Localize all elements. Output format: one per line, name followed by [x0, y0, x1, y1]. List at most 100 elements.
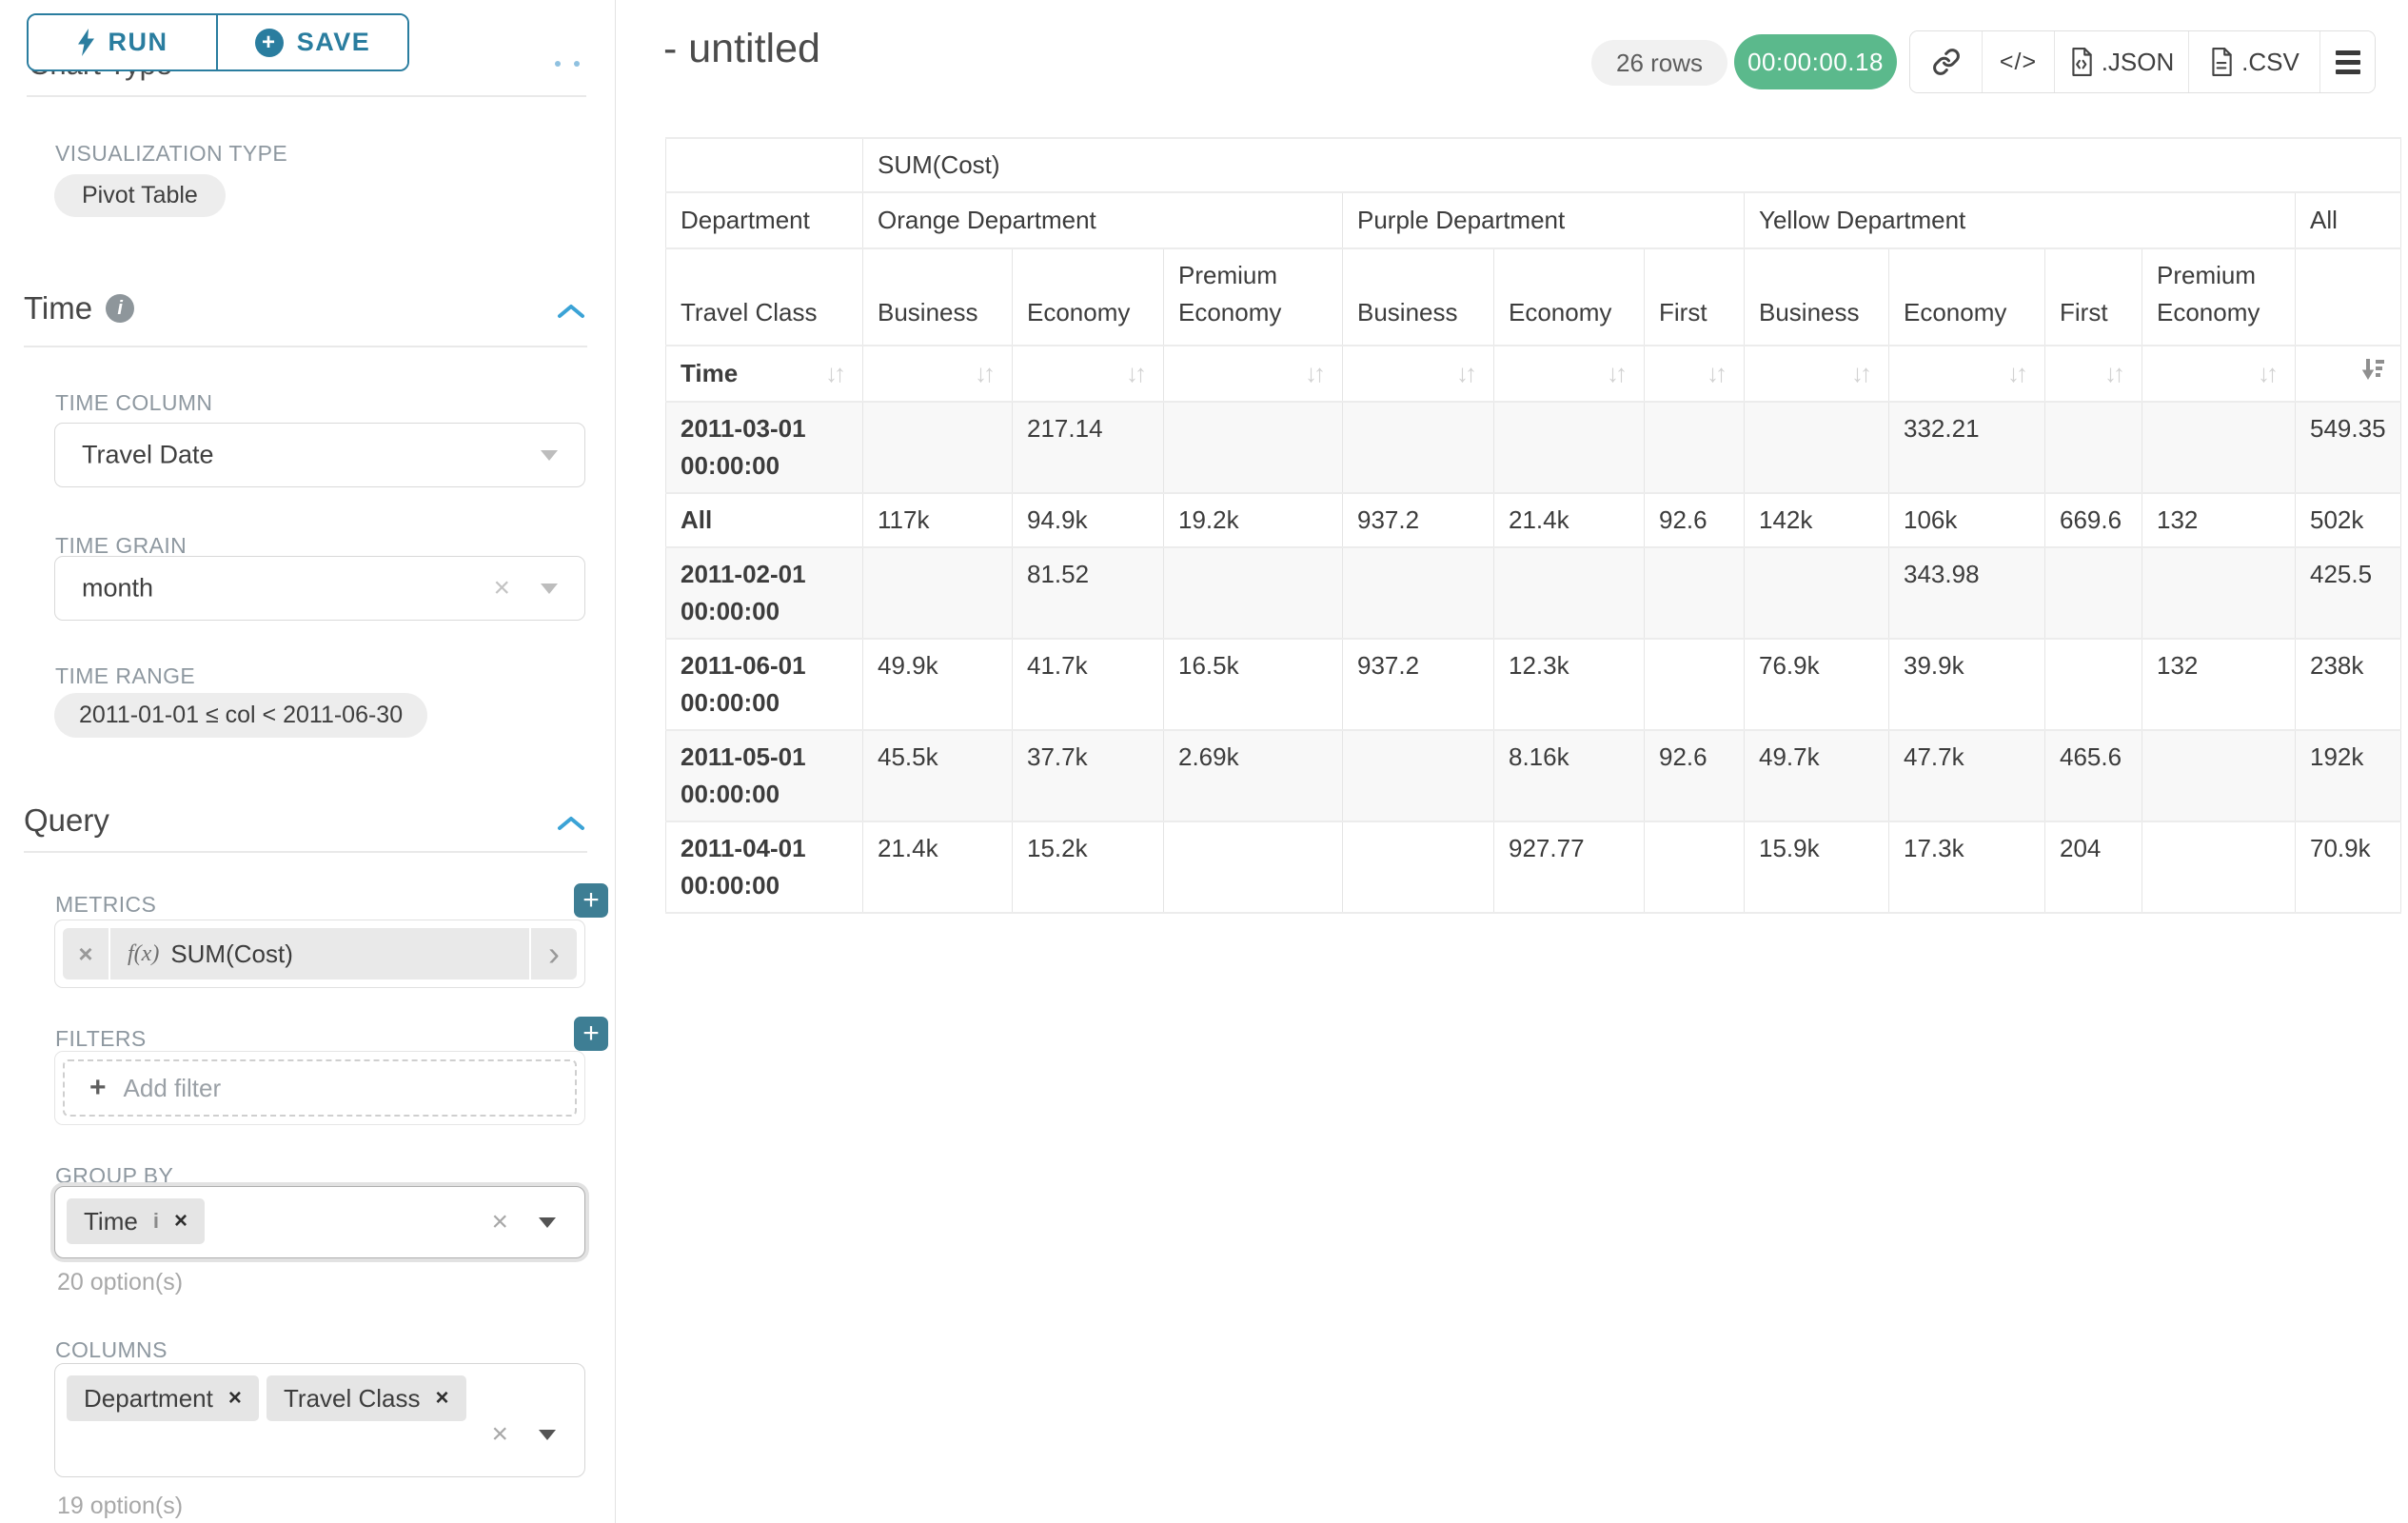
- time-grain-value: month: [82, 573, 154, 603]
- pivot-value-cell: 21.4k: [1493, 493, 1645, 548]
- pivot-sort-cell[interactable]: ↓↑: [1163, 346, 1343, 403]
- pivot-value-cell: 15.9k: [1744, 821, 1889, 914]
- pivot-value-cell: [1644, 402, 1745, 494]
- run-button[interactable]: RUN: [29, 15, 218, 69]
- chevron-up-icon[interactable]: [557, 303, 585, 324]
- clear-icon[interactable]: ×: [493, 572, 510, 603]
- chart-title[interactable]: - untitled: [663, 26, 820, 71]
- section-divider: [24, 346, 587, 347]
- pivot-sort-cell[interactable]: ↓↑: [1012, 346, 1164, 403]
- pivot-table-container: SUM(Cost) Department Orange Department Purp…: [665, 137, 2401, 914]
- metric-pill[interactable]: × f(x) SUM(Cost) ›: [63, 928, 577, 979]
- pivot-value-cell: 21.4k: [862, 821, 1013, 914]
- export-json-button[interactable]: .JSON: [2054, 31, 2188, 92]
- pivot-value-cell: [1342, 730, 1494, 822]
- pivot-sort-cell[interactable]: [2295, 346, 2401, 403]
- pivot-sort-cell[interactable]: ↓↑: [1888, 346, 2045, 403]
- sort-icon[interactable]: ↓↑: [2258, 359, 2279, 387]
- pivot-value-cell: [2142, 547, 2296, 640]
- sort-icon[interactable]: ↓↑: [1456, 359, 1477, 387]
- add-metric-button[interactable]: +: [574, 883, 608, 918]
- pivot-axis-time[interactable]: Time ↓↑: [665, 346, 863, 403]
- chevron-up-icon[interactable]: [557, 815, 585, 836]
- pivot-value-cell: 41.7k: [1012, 639, 1164, 731]
- clear-icon[interactable]: ×: [491, 1206, 508, 1237]
- pivot-value-cell: [2044, 547, 2142, 640]
- save-button[interactable]: + SAVE: [218, 15, 407, 69]
- pivot-sort-cell[interactable]: ↓↑: [1342, 346, 1494, 403]
- expand-metric-icon[interactable]: ›: [529, 928, 577, 979]
- columns-tag-department[interactable]: Department ×: [67, 1375, 259, 1421]
- time-section-header[interactable]: Time i: [24, 290, 135, 326]
- group-by-label: GROUP BY: [55, 1163, 174, 1188]
- export-csv-button[interactable]: .CSV: [2188, 31, 2319, 92]
- remove-tag-icon[interactable]: ×: [227, 1385, 242, 1411]
- export-csv-label: .CSV: [2241, 47, 2299, 76]
- plus-icon: +: [89, 1072, 107, 1103]
- pivot-sort-cell[interactable]: ↓↑: [1644, 346, 1745, 403]
- remove-tag-icon[interactable]: ×: [173, 1208, 188, 1234]
- pivot-col-header: [2295, 248, 2401, 346]
- metrics-label: METRICS: [55, 892, 157, 917]
- pivot-sort-cell[interactable]: ↓↑: [2142, 346, 2296, 403]
- pivot-value-cell: 132: [2142, 639, 2296, 731]
- pivot-value-cell: [1644, 821, 1745, 914]
- remove-metric-icon[interactable]: ×: [63, 928, 110, 979]
- columns-tag-travel-class[interactable]: Travel Class ×: [266, 1375, 466, 1421]
- pivot-value-cell: 39.9k: [1888, 639, 2045, 731]
- pivot-value-cell: 94.9k: [1012, 493, 1164, 548]
- pivot-col-header-first: First: [1644, 248, 1745, 346]
- sort-icon[interactable]: ↓↑: [1851, 359, 1872, 387]
- sort-icon[interactable]: ↓↑: [825, 359, 846, 387]
- pivot-sort-cell[interactable]: ↓↑: [1493, 346, 1645, 403]
- clear-icon[interactable]: ×: [491, 1418, 508, 1450]
- pivot-value-cell: 2.69k: [1163, 730, 1343, 822]
- group-by-select[interactable]: Time i × ×: [54, 1186, 585, 1258]
- sort-icon[interactable]: ↓↑: [2007, 359, 2028, 387]
- sort-desc-active-icon[interactable]: [2359, 356, 2386, 393]
- query-timer-badge: 00:00:00.18: [1734, 34, 1897, 89]
- query-section-header[interactable]: Query: [24, 802, 109, 839]
- sort-icon[interactable]: ↓↑: [1126, 359, 1147, 387]
- remove-tag-icon[interactable]: ×: [435, 1385, 449, 1411]
- time-axis-label: Time: [681, 359, 739, 387]
- lightning-bolt-icon: [77, 29, 95, 56]
- pivot-value-cell: [2142, 402, 2296, 494]
- pivot-value-cell: 8.16k: [1493, 730, 1645, 822]
- pivot-sort-cell[interactable]: ↓↑: [2044, 346, 2142, 403]
- sort-icon[interactable]: ↓↑: [1305, 359, 1326, 387]
- pivot-value-cell: [2142, 730, 2296, 822]
- sort-icon[interactable]: ↓↑: [975, 359, 996, 387]
- pivot-data-row: 2011-06-01 00:00:00 49.9k 41.7k 16.5k 937.2 1…: [665, 639, 2401, 731]
- pivot-data-row: All 117k 94.9k 19.2k 937.2 21.4k 92.6 142k 106k 6…: [665, 493, 2401, 548]
- pivot-col-header-economy: Economy: [1888, 248, 2045, 346]
- pivot-value-cell: 217.14: [1012, 402, 1164, 494]
- sort-icon[interactable]: ↓↑: [2104, 359, 2125, 387]
- pivot-value-cell: 37.7k: [1012, 730, 1164, 822]
- plus-circle-icon: +: [254, 28, 284, 57]
- section-divider: [24, 851, 587, 853]
- time-column-select[interactable]: Travel Date: [54, 423, 585, 487]
- add-filter-button[interactable]: + Add filter: [63, 1059, 577, 1117]
- pivot-sort-cell[interactable]: ↓↑: [1744, 346, 1889, 403]
- columns-select[interactable]: Department × Travel Class × ×: [54, 1363, 585, 1477]
- pivot-corner-cell: [665, 138, 863, 193]
- pivot-value-cell: 12.3k: [1493, 639, 1645, 731]
- group-by-tag-time[interactable]: Time i ×: [67, 1198, 205, 1244]
- pivot-value-cell: [1342, 821, 1494, 914]
- save-button-label: SAVE: [296, 28, 371, 56]
- pivot-colgroup-all: All: [2295, 192, 2401, 249]
- viz-type-pill[interactable]: Pivot Table: [54, 174, 226, 217]
- view-query-button[interactable]: </>: [1982, 31, 2054, 92]
- pivot-value-cell: 76.9k: [1744, 639, 1889, 731]
- sort-icon[interactable]: ↓↑: [1707, 359, 1727, 387]
- more-options-button[interactable]: [2319, 31, 2375, 92]
- share-link-button[interactable]: [1910, 31, 1982, 92]
- pivot-col-header-first: First: [2044, 248, 2142, 346]
- pivot-value-cell: 106k: [1888, 493, 2045, 548]
- time-range-pill[interactable]: 2011-01-01 ≤ col < 2011-06-30: [54, 693, 428, 738]
- add-filter-plus-button[interactable]: +: [574, 1017, 608, 1051]
- time-grain-select[interactable]: month ×: [54, 556, 585, 621]
- pivot-sort-cell[interactable]: ↓↑: [862, 346, 1013, 403]
- sort-icon[interactable]: ↓↑: [1607, 359, 1628, 387]
